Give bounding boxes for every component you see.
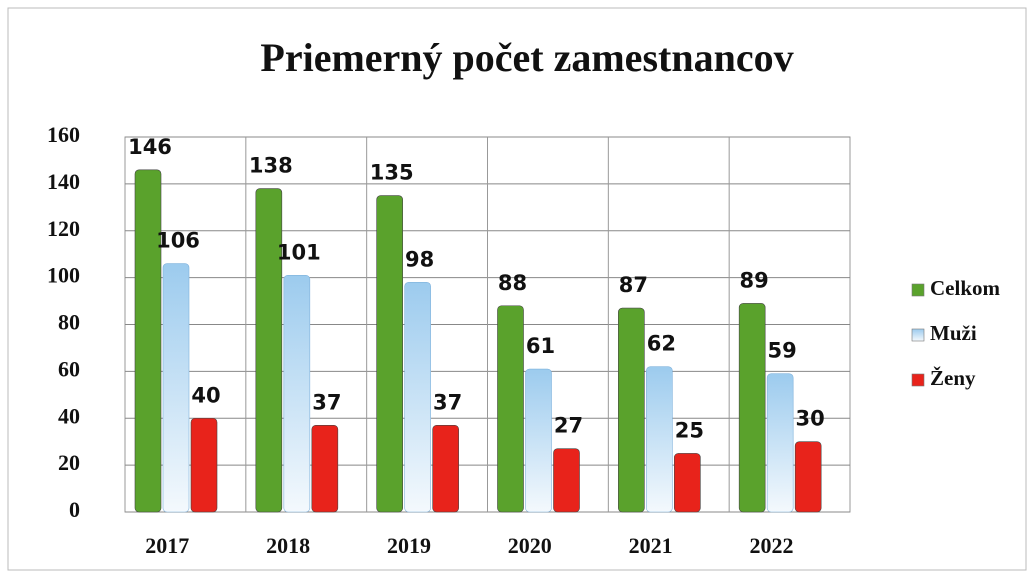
data-label: 101 xyxy=(277,240,321,264)
bar xyxy=(134,169,162,513)
bar xyxy=(553,448,580,513)
x-tick-label: 2017 xyxy=(145,533,189,558)
legend-swatch xyxy=(911,283,925,297)
bar xyxy=(525,368,552,513)
chart-frame xyxy=(7,7,1027,571)
data-label: 89 xyxy=(740,268,769,292)
bar xyxy=(255,188,283,513)
bar xyxy=(794,441,822,513)
chart-title: Priemerný počet zamestnancov xyxy=(260,35,793,80)
bar xyxy=(646,366,673,513)
data-label: 135 xyxy=(370,161,414,185)
data-label: 40 xyxy=(191,383,220,407)
bar xyxy=(311,424,339,513)
data-label: 30 xyxy=(796,407,825,431)
y-tick-label: 100 xyxy=(47,263,80,288)
bar xyxy=(404,282,431,513)
bar xyxy=(162,263,190,513)
y-tick-label: 60 xyxy=(58,356,80,381)
bar xyxy=(432,424,459,513)
data-label: 88 xyxy=(498,271,527,295)
x-tick-label: 2019 xyxy=(387,533,431,558)
legend-swatch xyxy=(911,328,925,342)
data-label: 61 xyxy=(526,334,555,358)
data-label: 87 xyxy=(619,273,648,297)
data-label: 62 xyxy=(647,332,676,356)
data-label: 37 xyxy=(312,390,341,414)
data-label: 98 xyxy=(405,247,434,271)
legend-label: Celkom xyxy=(930,276,1001,300)
legend-label: Ženy xyxy=(930,366,976,390)
x-tick-label: 2020 xyxy=(508,533,552,558)
bar xyxy=(738,303,766,513)
bar xyxy=(618,307,645,513)
y-tick-label: 0 xyxy=(69,497,80,522)
y-tick-label: 120 xyxy=(47,216,80,241)
data-label: 146 xyxy=(128,135,172,159)
data-label: 27 xyxy=(554,414,583,438)
data-label: 106 xyxy=(156,229,200,253)
data-label: 59 xyxy=(768,339,797,363)
bar xyxy=(190,417,218,513)
y-tick-label: 140 xyxy=(47,169,80,194)
x-tick-label: 2021 xyxy=(629,533,673,558)
y-tick-label: 80 xyxy=(58,310,80,335)
y-tick-label: 20 xyxy=(58,450,80,475)
data-label: 37 xyxy=(433,390,462,414)
bar xyxy=(674,453,701,513)
legend-label: Muži xyxy=(930,321,977,345)
x-tick-label: 2018 xyxy=(266,533,310,558)
y-tick-label: 40 xyxy=(58,403,80,428)
bar xyxy=(766,373,794,513)
bar xyxy=(497,305,524,513)
y-tick-label: 160 xyxy=(47,122,80,147)
data-label: 138 xyxy=(249,154,293,178)
data-label: 25 xyxy=(675,418,704,442)
bar xyxy=(376,195,403,513)
bar xyxy=(283,274,311,513)
legend-swatch xyxy=(911,373,925,387)
x-tick-label: 2022 xyxy=(749,533,793,558)
